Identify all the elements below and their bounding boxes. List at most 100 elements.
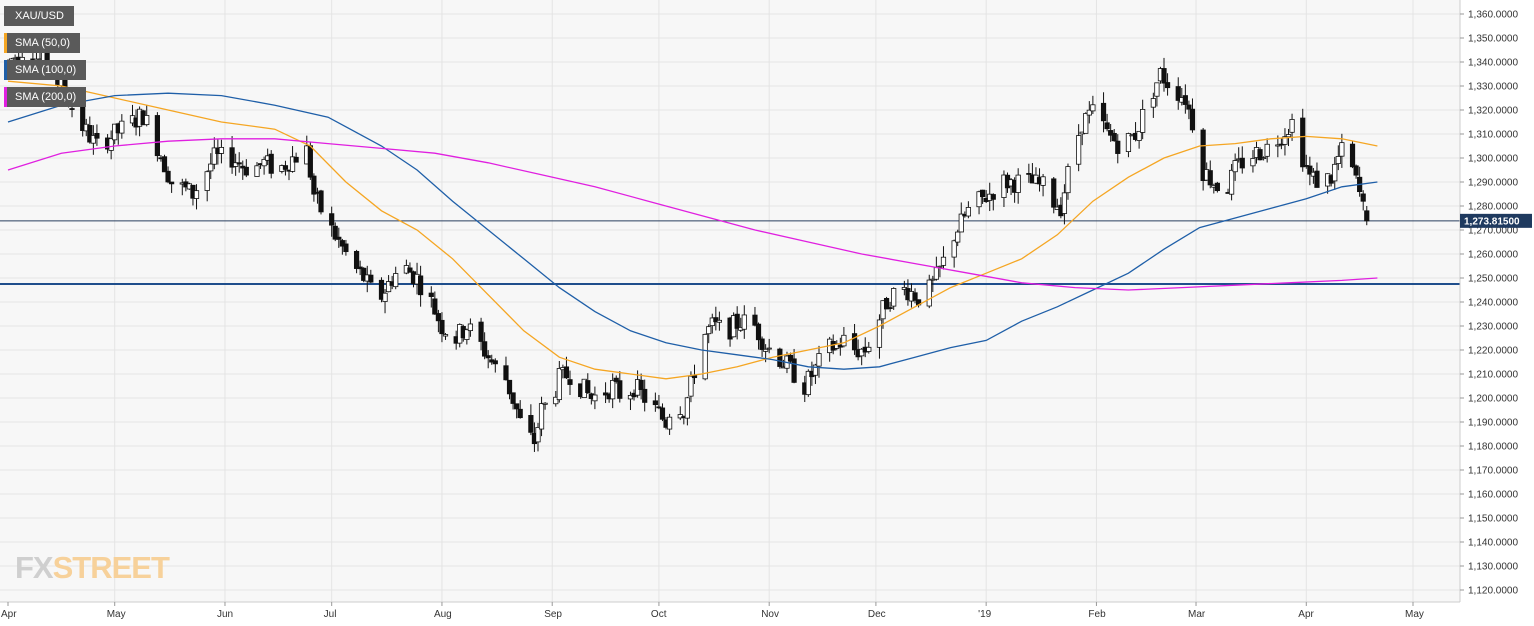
candle-body (467, 323, 474, 332)
candle-body (1140, 109, 1146, 133)
candle-body (293, 156, 299, 163)
candle-body (816, 353, 822, 367)
candle-body (428, 292, 434, 297)
candle-body (1100, 102, 1107, 122)
candle-body (144, 115, 150, 126)
candle-body (965, 207, 971, 217)
x-tick-label: Dec (868, 609, 886, 620)
y-tick-label: 1,290.0000 (1468, 178, 1518, 189)
candle-body (1186, 104, 1192, 110)
y-tick-label: 1,200.0000 (1468, 394, 1518, 405)
candle-body (940, 256, 947, 266)
candle-body (990, 194, 996, 200)
legend-swatch (4, 87, 7, 107)
candle-body (912, 292, 918, 301)
candle-body (592, 394, 598, 402)
candle-body (329, 213, 335, 226)
candle-body (108, 138, 114, 151)
candle-body (1250, 158, 1256, 167)
y-tick-label: 1,310.0000 (1468, 130, 1518, 141)
candle-body (339, 240, 345, 247)
candle-body (1040, 176, 1046, 186)
current-price-tag (1460, 213, 1532, 228)
candle-body (1349, 143, 1356, 168)
candle-body (553, 396, 559, 405)
y-tick-label: 1,230.0000 (1468, 322, 1518, 333)
candle-body (688, 375, 694, 397)
candle-body (69, 108, 75, 110)
candle-body (1026, 173, 1032, 175)
candle-body (1015, 174, 1021, 193)
legend-label-symbol: XAU/USD (15, 10, 64, 22)
candle-body (1154, 82, 1160, 97)
series-line-sma200 (7, 138, 1378, 291)
y-tick-label: 1,280.0000 (1468, 202, 1518, 213)
candle-body (204, 171, 210, 191)
candle-body (955, 231, 961, 243)
y-tick-label: 1,330.0000 (1468, 82, 1518, 93)
candle-body (837, 345, 843, 348)
candle-body (353, 250, 360, 269)
candle-body (510, 392, 516, 404)
legend-label-sma50: SMA (50,0) (15, 37, 71, 49)
candle-body (1339, 142, 1345, 157)
y-tick-label: 1,220.0000 (1468, 346, 1518, 357)
candle-body (378, 279, 385, 300)
y-tick-label: 1,300.0000 (1468, 154, 1518, 165)
y-tick-label: 1,130.0000 (1468, 562, 1518, 573)
candle-body (318, 190, 324, 213)
candle-body (1090, 104, 1096, 112)
candle-body (1083, 113, 1089, 134)
candle-body (361, 267, 367, 281)
candle-body (1104, 122, 1110, 130)
candle-body (482, 341, 488, 357)
legend-item-sma50: SMA (50,0) (4, 33, 81, 53)
candle-body (1051, 178, 1057, 208)
candle-body (208, 163, 214, 172)
x-tick-label: Nov (761, 609, 779, 620)
x-tick-label: Apr (1298, 609, 1314, 620)
candle-body (716, 319, 722, 323)
candle-body (1261, 157, 1267, 160)
candle-body (791, 358, 797, 383)
candle-body (1207, 170, 1213, 186)
candle-body (556, 368, 562, 401)
candle-body (1200, 129, 1206, 181)
y-tick-label: 1,210.0000 (1468, 370, 1518, 381)
candle-body (958, 213, 964, 233)
candle-body (891, 288, 897, 307)
candle-body (169, 181, 175, 185)
candle-body (741, 314, 747, 330)
candle-body (883, 297, 890, 310)
candle-body (165, 170, 171, 183)
x-tick-label: Feb (1088, 609, 1106, 620)
candle-body (492, 360, 498, 365)
x-tick-label: Mar (1188, 609, 1206, 620)
legend-item-sma100: SMA (100,0) (4, 60, 87, 80)
candle-body (1228, 169, 1235, 195)
candle-body (514, 403, 520, 410)
y-tick-label: 1,320.0000 (1468, 106, 1518, 117)
candle-body (777, 348, 783, 367)
candle-body (161, 156, 168, 173)
candle-body (243, 166, 249, 176)
candle-body (485, 355, 491, 359)
x-tick-label: Jul (324, 609, 337, 620)
y-tick-label: 1,250.0000 (1468, 274, 1518, 285)
candle-body (432, 298, 438, 315)
candle-body (229, 147, 235, 168)
legend-label-sma100: SMA (100,0) (15, 64, 77, 76)
legend-swatch (4, 33, 7, 53)
plot-area (0, 0, 1460, 602)
candle-body (1164, 82, 1171, 89)
candle-body (535, 427, 541, 443)
candle-body (627, 395, 634, 400)
candle-body (1150, 98, 1156, 108)
candle-body (154, 115, 160, 157)
candle-body (528, 415, 534, 433)
candle-body (713, 317, 719, 323)
legend-item-symbol: XAU/USD (4, 6, 74, 26)
candle-body (1300, 117, 1306, 168)
candle-body (368, 274, 374, 283)
